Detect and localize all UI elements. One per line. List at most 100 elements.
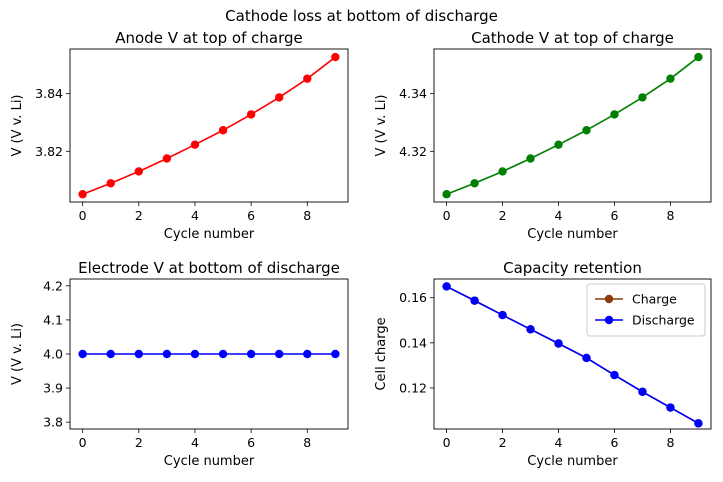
data-point [470, 296, 479, 305]
data-point [666, 403, 675, 412]
plot-frame [433, 48, 712, 203]
data-point [190, 349, 200, 359]
data-point [526, 325, 535, 334]
x-tick-label: 2 [499, 435, 507, 450]
legend-swatch-marker [604, 315, 614, 325]
x-tick-label: 8 [303, 435, 311, 450]
x-tick-label: 2 [135, 435, 143, 450]
data-point [162, 349, 172, 359]
x-axis-label: Cycle number [527, 227, 618, 242]
y-tick-label: 3.9 [43, 381, 63, 396]
subplot-4: Capacity retention 0 2 4 6 8 0.12 0.14 0.16 Cycle… [374, 259, 712, 469]
x-tick-label: 0 [443, 435, 451, 450]
data-point [134, 167, 143, 176]
data-point [246, 110, 256, 119]
x-tick-label: 6 [610, 208, 618, 223]
series-line [82, 56, 336, 195]
x-tick-label: 4 [191, 208, 199, 223]
data-point [470, 179, 479, 188]
subplot-1: Anode V at top of charge 0 2 4 6 8 3.82 3.84 Cyc… [10, 29, 349, 242]
y-tick-label: 0.16 [399, 290, 427, 305]
data-point [610, 110, 619, 119]
x-tick-label: 8 [303, 208, 311, 223]
y-axis-label: V (V v. Li) [10, 323, 25, 385]
series-line [446, 56, 699, 195]
data-point [526, 154, 535, 163]
figure-suptitle: Cathode loss at bottom of discharge [225, 7, 498, 25]
data-point [582, 353, 591, 363]
y-axis-label: V (V v. Li) [10, 95, 25, 157]
x-axis-label: Cycle number [527, 454, 618, 469]
data-point [582, 126, 591, 135]
y-tick-label: 0.14 [399, 335, 427, 350]
data-point [78, 349, 87, 359]
data-point [442, 282, 451, 291]
data-point [331, 52, 340, 62]
data-point [162, 154, 172, 163]
data-point [106, 179, 115, 188]
series-1 [78, 349, 340, 359]
legend-label: Discharge [632, 313, 695, 328]
legend-swatch-marker [604, 294, 614, 304]
subplot-title: Capacity retention [503, 259, 642, 277]
y-tick-label: 4.34 [399, 86, 427, 101]
data-point [275, 349, 284, 359]
x-tick-label: 8 [666, 208, 674, 223]
legend: Charge Discharge [586, 283, 706, 337]
series-1 [442, 52, 703, 199]
data-point [638, 93, 647, 102]
x-axis-label: Cycle number [164, 227, 255, 242]
y-tick-label: 0.12 [399, 380, 427, 395]
data-point [331, 349, 340, 359]
data-point [554, 140, 563, 149]
data-point [134, 349, 143, 359]
data-point [694, 419, 703, 428]
data-point [303, 349, 312, 359]
y-axis-label: V (V v. Li) [374, 95, 389, 157]
subplot-3: Electrode V at bottom of discharge 0 2 4 6 8 3… [10, 259, 349, 469]
subplot-2: Cathode V at top of charge 0 2 4 6 8 4.32 4.34 C… [374, 29, 712, 242]
data-point [218, 126, 228, 135]
y-tick-label: 4.2 [43, 278, 63, 293]
x-tick-label: 4 [191, 435, 199, 450]
x-tick-label: 8 [666, 435, 674, 450]
data-point [190, 140, 200, 149]
x-tick-label: 0 [79, 435, 87, 450]
x-tick-label: 0 [443, 208, 451, 223]
x-tick-label: 6 [247, 208, 255, 223]
data-point [666, 74, 675, 83]
subplot-title: Electrode V at bottom of discharge [78, 259, 340, 277]
data-point [275, 93, 284, 102]
data-point [610, 370, 619, 380]
plot-frame [433, 278, 712, 430]
data-point [498, 167, 507, 176]
y-tick-label: 3.8 [43, 415, 63, 430]
x-tick-label: 6 [610, 435, 618, 450]
y-tick-label: 4.32 [399, 144, 427, 159]
x-tick-label: 4 [555, 435, 563, 450]
data-point [78, 190, 87, 199]
y-tick-label: 3.84 [35, 86, 63, 101]
subplot-title: Anode V at top of charge [115, 29, 303, 47]
series-2 [442, 282, 703, 428]
data-point [303, 74, 312, 83]
series-1 [78, 52, 340, 199]
y-axis-label: Cell charge [374, 317, 389, 390]
y-tick-label: 4.1 [43, 312, 63, 327]
data-point [246, 349, 256, 359]
data-point [498, 310, 507, 320]
data-point [554, 339, 563, 348]
x-tick-label: 2 [135, 208, 143, 223]
data-point [638, 387, 647, 396]
legend-label: Charge [632, 292, 677, 307]
subplot-title: Cathode V at top of charge [471, 29, 674, 47]
data-point [442, 190, 451, 199]
plot-frame [69, 48, 349, 203]
data-point [218, 349, 228, 359]
legend-box [586, 283, 706, 337]
y-tick-label: 3.82 [35, 144, 63, 159]
series-line [446, 285, 699, 425]
x-tick-label: 2 [499, 208, 507, 223]
y-tick-label: 4.0 [43, 347, 63, 362]
